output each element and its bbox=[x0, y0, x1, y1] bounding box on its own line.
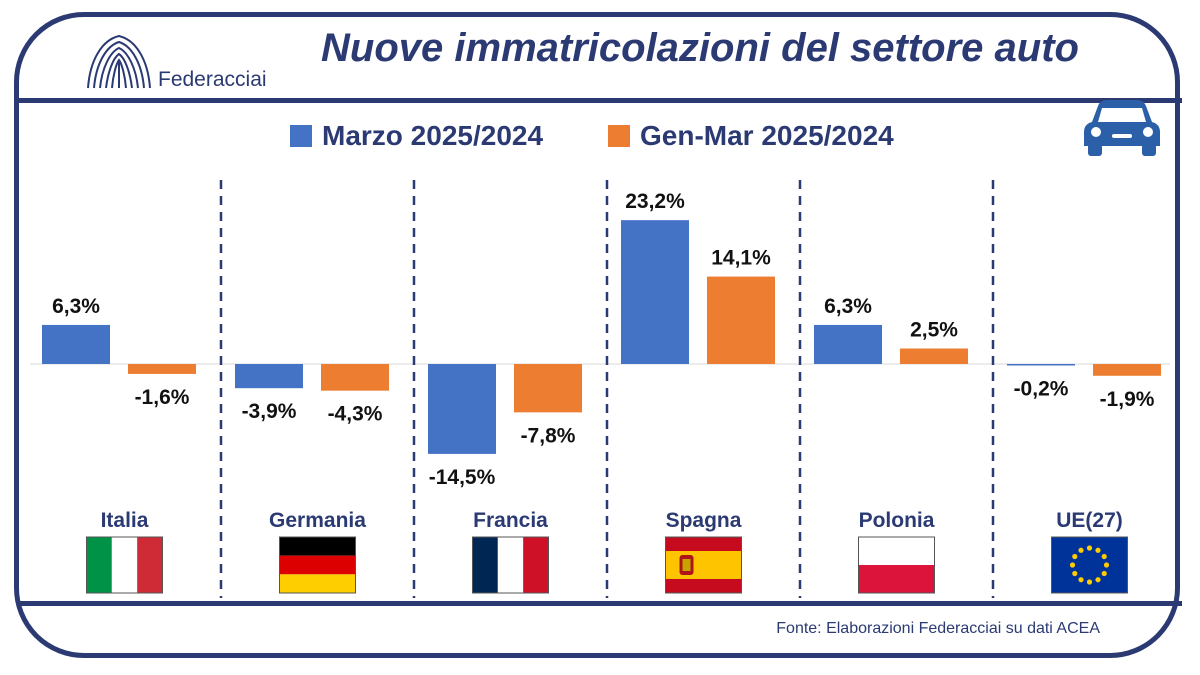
bar-Germania-series-2 bbox=[321, 364, 389, 391]
italy-flag-icon bbox=[86, 536, 163, 594]
data-label: -4,3% bbox=[328, 403, 383, 426]
legend-label-series-1: Marzo 2025/2024 bbox=[322, 120, 544, 151]
bar-Spagna-series-2 bbox=[707, 276, 775, 364]
bar-Francia-series-2 bbox=[514, 364, 582, 413]
legend-item-series-1: Marzo 2025/2024 bbox=[290, 120, 543, 152]
data-label: -0,2% bbox=[1014, 378, 1069, 401]
category-label: Francia bbox=[473, 509, 548, 532]
data-label: 2,5% bbox=[910, 319, 958, 342]
category-label: Italia bbox=[101, 509, 149, 532]
data-label: -7,8% bbox=[521, 424, 576, 447]
bar-Polonia-series-1 bbox=[814, 324, 882, 364]
poland-flag-icon bbox=[858, 536, 935, 594]
bar-UE(27)-series-1 bbox=[1007, 364, 1075, 366]
legend: Marzo 2025/2024 Gen-Mar 2025/2024 bbox=[0, 120, 1200, 156]
legend-swatch-series-2 bbox=[608, 125, 630, 147]
category-label: Spagna bbox=[666, 509, 742, 532]
data-label: -1,6% bbox=[135, 386, 190, 409]
source-note: Fonte: Elaborazioni Federacciai su dati … bbox=[776, 620, 1100, 637]
data-label: -1,9% bbox=[1100, 388, 1155, 411]
spain-flag-icon bbox=[665, 536, 742, 594]
data-label: 6,3% bbox=[824, 295, 872, 318]
bar-UE(27)-series-2 bbox=[1093, 364, 1161, 376]
category-label: Polonia bbox=[859, 509, 935, 532]
data-label: -3,9% bbox=[242, 400, 297, 423]
footer-divider bbox=[18, 601, 1182, 606]
bar-Germania-series-1 bbox=[235, 364, 303, 389]
legend-item-series-2: Gen-Mar 2025/2024 bbox=[608, 120, 894, 152]
data-label: 6,3% bbox=[52, 295, 100, 318]
legend-label-series-2: Gen-Mar 2025/2024 bbox=[640, 120, 894, 151]
germany-flag-icon bbox=[279, 536, 356, 594]
outer-frame bbox=[14, 12, 1180, 658]
france-flag-icon bbox=[472, 536, 549, 594]
header-divider bbox=[18, 98, 1182, 103]
data-label: 23,2% bbox=[625, 190, 685, 213]
page-title: Nuove immatricolazioni del settore auto bbox=[321, 26, 1079, 70]
bar-Italia-series-1 bbox=[42, 324, 110, 364]
eu-flag-icon bbox=[1051, 536, 1128, 594]
bar-Italia-series-2 bbox=[128, 364, 196, 374]
category-label: UE(27) bbox=[1056, 509, 1123, 532]
bar-Polonia-series-2 bbox=[900, 348, 968, 364]
data-label: 14,1% bbox=[711, 247, 771, 270]
data-label: -14,5% bbox=[429, 466, 496, 489]
car-icon bbox=[1084, 100, 1160, 156]
federacciai-logo-icon bbox=[87, 34, 151, 89]
logo-text: Federacciai bbox=[158, 68, 267, 91]
bar-Spagna-series-1 bbox=[621, 220, 689, 364]
bar-Francia-series-1 bbox=[428, 364, 496, 454]
legend-swatch-series-1 bbox=[290, 125, 312, 147]
category-label: Germania bbox=[269, 509, 366, 532]
